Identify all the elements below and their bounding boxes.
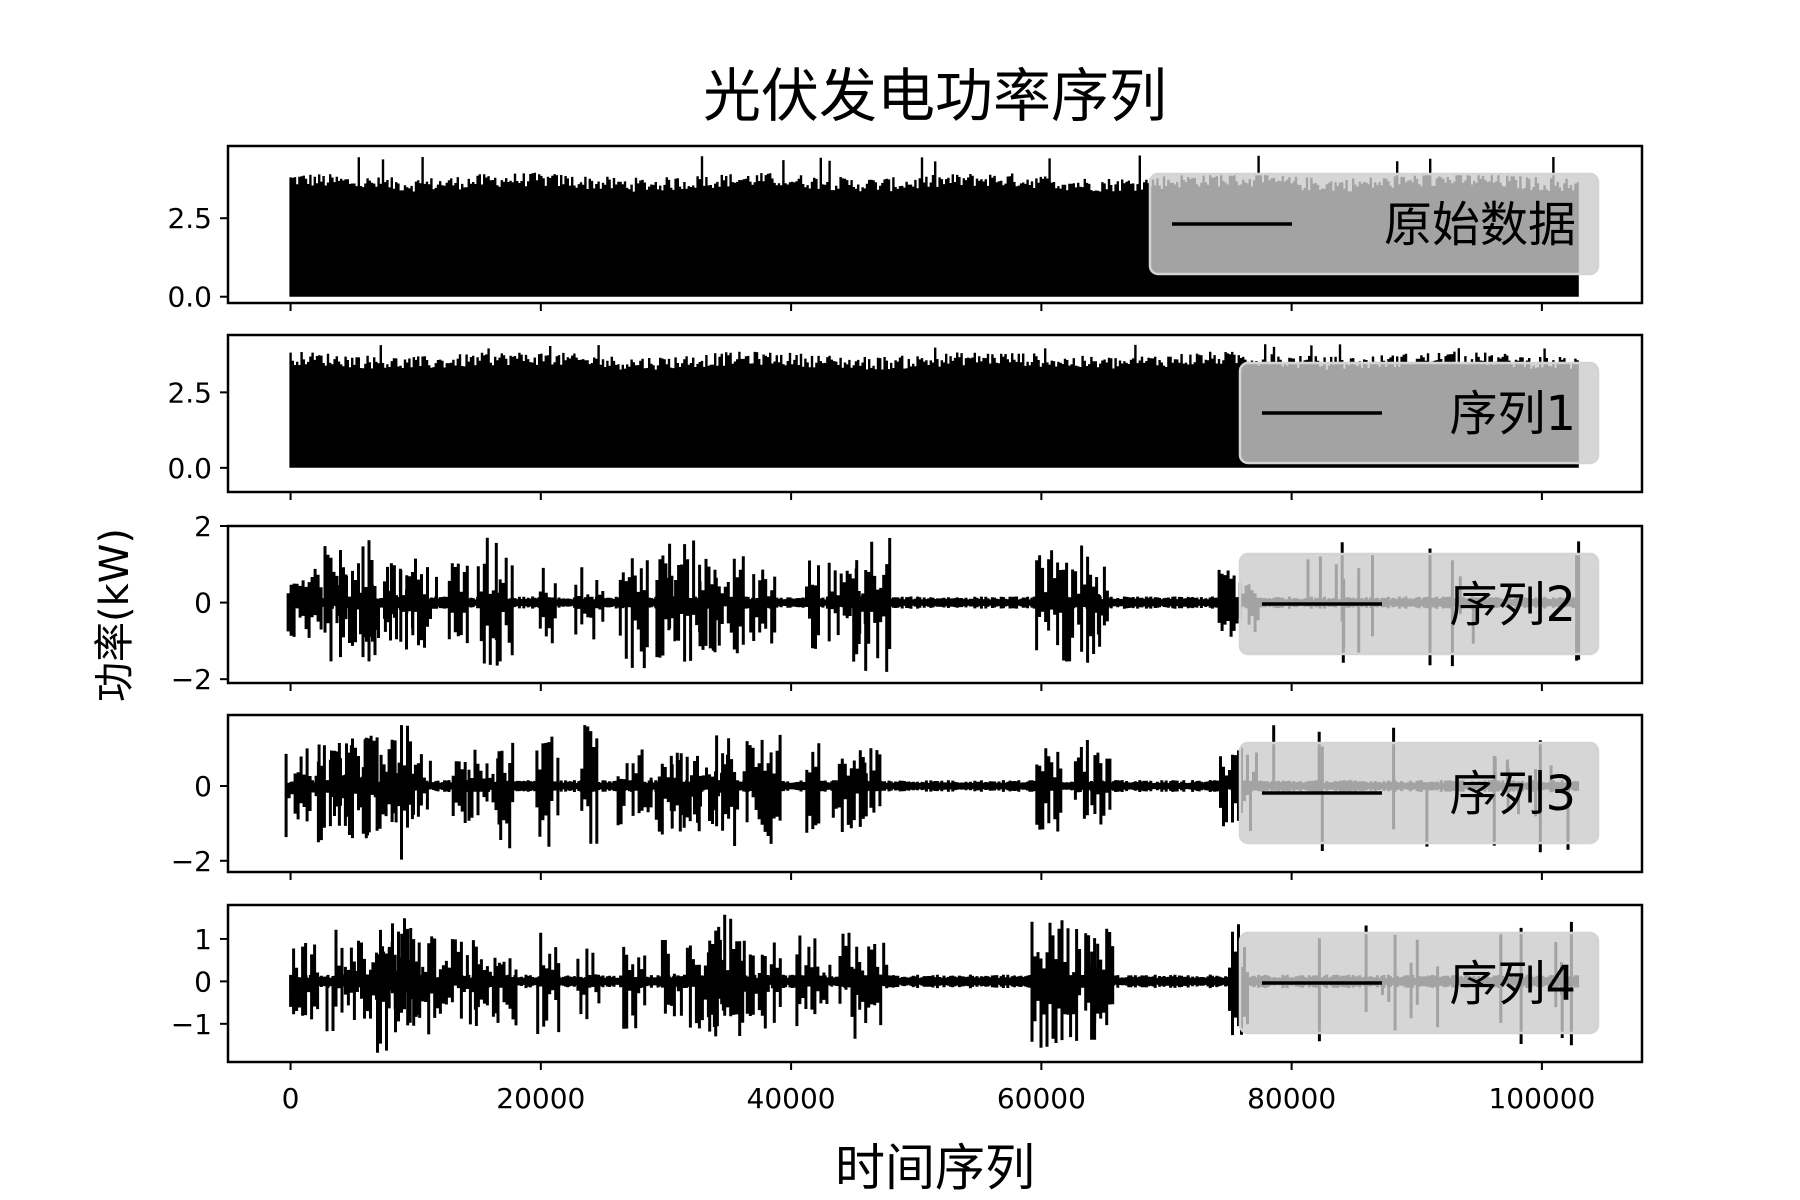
legend: 序列1 (1238, 361, 1600, 465)
x-tick-label: 20000 (496, 1082, 585, 1115)
legend-box (1238, 931, 1600, 1035)
x-tick-label: 80000 (1247, 1082, 1336, 1115)
legend-box (1238, 552, 1600, 656)
legend-box (1148, 172, 1600, 276)
y-tick-label: 2 (194, 510, 212, 543)
subplot-1: 0.0 2.5 原始数据 (167, 144, 1644, 314)
y-tick-label: 1 (194, 923, 212, 956)
y-tick-label: 0 (194, 770, 212, 803)
y-tick-label: −2 (171, 845, 212, 878)
axes-frame (226, 333, 1644, 494)
chart-title: 光伏发电功率序列 (703, 62, 1167, 130)
subplot-3: −2 0 2 序列2 (171, 510, 1644, 696)
x-axis-label: 时间序列 (835, 1139, 1035, 1197)
x-tick-labels: 0 20000 40000 60000 80000 100000 (282, 1082, 1596, 1115)
axes-frame (226, 903, 1644, 1064)
x-tick-label: 100000 (1488, 1082, 1595, 1115)
legend: 序列3 (1238, 741, 1600, 845)
axes-frame (226, 713, 1644, 874)
legend: 序列2 (1238, 552, 1600, 656)
y-tick-label: 2.5 (167, 202, 212, 235)
x-tick-label: 40000 (747, 1082, 836, 1115)
legend: 原始数据 (1148, 172, 1600, 276)
x-tick-label: 0 (282, 1082, 300, 1115)
y-tick-label: 0.0 (167, 281, 212, 314)
legend-label: 原始数据 (1384, 197, 1576, 253)
legend-box (1238, 361, 1600, 465)
y-tick-label: 0 (194, 587, 212, 620)
y-tick-label: 0 (194, 965, 212, 998)
y-axis-label: 功率(kW) (92, 528, 138, 702)
axes-frame (226, 524, 1644, 685)
legend-label: 序列4 (1449, 956, 1576, 1012)
axes-frame (226, 144, 1644, 305)
legend-box (1238, 741, 1600, 845)
y-tick-label: −2 (171, 663, 212, 696)
subplot-5: −1 0 1 序列4 (171, 903, 1644, 1070)
y-tick-label: 0.0 (167, 452, 212, 485)
subplot-stack: 0.0 2.5 原始数据 0.0 2.5 序列1 −2 0 2 序列2 −2 0 序列3 −1 0 1 序列4 (167, 144, 1644, 1070)
subplot-2: 0.0 2.5 序列1 (167, 333, 1644, 500)
legend-label: 序列3 (1449, 766, 1576, 822)
x-tick-label: 60000 (997, 1082, 1086, 1115)
legend-label: 序列2 (1449, 577, 1576, 633)
y-tick-label: −1 (171, 1008, 212, 1041)
y-tick-label: 2.5 (167, 376, 212, 409)
legend: 序列4 (1238, 931, 1600, 1035)
subplot-4: −2 0 序列3 (171, 713, 1644, 880)
legend-label: 序列1 (1449, 386, 1576, 442)
